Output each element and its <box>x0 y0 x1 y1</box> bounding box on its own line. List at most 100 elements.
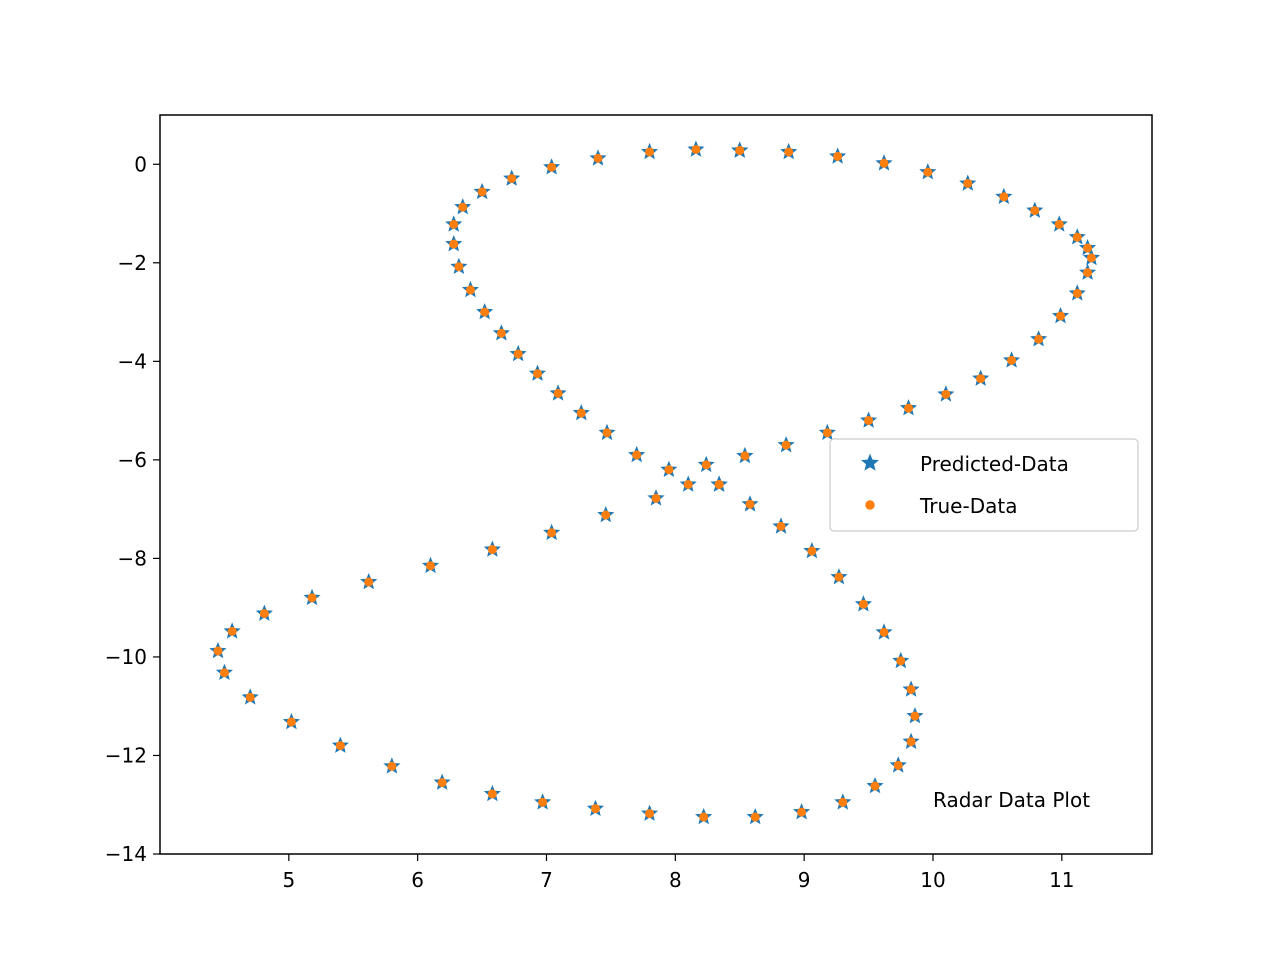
true-point <box>553 388 563 398</box>
true-point <box>822 428 832 438</box>
true-point <box>691 144 701 154</box>
true-point <box>735 145 745 155</box>
true-point <box>999 192 1009 202</box>
true-point <box>879 158 889 168</box>
true-point <box>645 147 655 157</box>
true-point <box>645 809 655 819</box>
true-point <box>387 761 397 771</box>
true-point <box>1083 243 1093 253</box>
true-point <box>896 656 906 666</box>
true-point <box>893 760 903 770</box>
true-point <box>1007 355 1017 365</box>
true-point <box>906 684 916 694</box>
true-point <box>259 609 269 619</box>
true-point <box>437 778 447 788</box>
true-point <box>699 812 709 822</box>
true-point <box>1034 334 1044 344</box>
y-tick-label: −12 <box>105 743 147 767</box>
true-point <box>838 797 848 807</box>
true-point <box>701 460 711 470</box>
true-point <box>213 646 223 656</box>
y-axis: 0 −2 −4 −6 −8 −10 −12 −14 <box>105 152 160 866</box>
true-point <box>602 428 612 438</box>
legend-dot-icon <box>865 500 875 510</box>
true-point <box>458 202 468 212</box>
true-point <box>245 692 255 702</box>
true-point <box>781 440 791 450</box>
x-tick-label: 7 <box>540 868 553 892</box>
true-point <box>454 262 464 272</box>
legend: Predicted-Data True-Data <box>829 438 1139 532</box>
x-tick-label: 5 <box>282 868 295 892</box>
y-tick-label: −10 <box>105 645 147 669</box>
plot-frame <box>159 114 1153 855</box>
true-point <box>923 167 933 177</box>
true-point <box>906 737 916 747</box>
true-point <box>547 162 557 172</box>
true-point <box>538 797 548 807</box>
legend-box <box>829 438 1139 532</box>
true-point <box>740 451 750 461</box>
true-point <box>590 804 600 814</box>
x-tick-label: 6 <box>411 868 424 892</box>
true-point <box>286 717 296 727</box>
x-tick-label: 11 <box>1049 868 1074 892</box>
true-point <box>449 239 459 249</box>
y-tick-label: 0 <box>134 152 147 176</box>
true-point <box>833 151 843 161</box>
true-point <box>864 415 874 425</box>
true-point <box>910 711 920 721</box>
true-point <box>576 408 586 418</box>
true-point <box>219 668 229 678</box>
true-point <box>776 521 786 531</box>
y-tick-label: −6 <box>118 448 147 472</box>
true-point <box>651 493 661 503</box>
true-point <box>784 147 794 157</box>
true-point <box>879 627 889 637</box>
true-point <box>941 389 951 399</box>
true-point <box>307 593 317 603</box>
true-point <box>1072 288 1082 298</box>
legend-label: Predicted-Data <box>920 452 1069 476</box>
true-point <box>632 450 642 460</box>
true-point <box>745 499 755 509</box>
true-point <box>1056 311 1066 321</box>
x-tick-label: 9 <box>798 868 811 892</box>
true-point <box>364 577 374 587</box>
true-point <box>963 178 973 188</box>
true-point <box>507 174 517 184</box>
true-point <box>487 545 497 555</box>
true-point <box>904 403 914 413</box>
x-axis: 5 6 7 8 9 10 11 <box>282 854 1075 892</box>
true-point <box>807 546 817 556</box>
true-point <box>664 465 674 475</box>
true-point <box>487 789 497 799</box>
true-point <box>480 307 490 317</box>
true-point <box>513 349 523 359</box>
true-point <box>1030 206 1040 216</box>
true-point <box>976 374 986 384</box>
true-point <box>496 328 506 338</box>
true-point <box>465 285 475 295</box>
y-tick-label: −4 <box>118 349 147 373</box>
true-point <box>477 187 487 197</box>
true-point <box>593 153 603 163</box>
x-tick-label: 10 <box>920 868 945 892</box>
true-point <box>797 807 807 817</box>
legend-star-icon <box>861 453 879 471</box>
true-point <box>601 510 611 520</box>
y-tick-label: −2 <box>118 251 147 275</box>
annotation-label: Radar Data Plot <box>933 788 1090 812</box>
true-point <box>870 781 880 791</box>
true-point <box>1054 219 1064 229</box>
true-point <box>227 626 237 636</box>
true-point <box>335 741 345 751</box>
legend-label: True-Data <box>919 494 1017 518</box>
true-point <box>1086 253 1096 263</box>
true-point <box>858 599 868 609</box>
true-point <box>683 480 693 489</box>
true-point <box>449 219 459 229</box>
true-point <box>426 561 436 571</box>
true-point <box>714 480 724 489</box>
x-tick-label: 8 <box>669 868 682 892</box>
